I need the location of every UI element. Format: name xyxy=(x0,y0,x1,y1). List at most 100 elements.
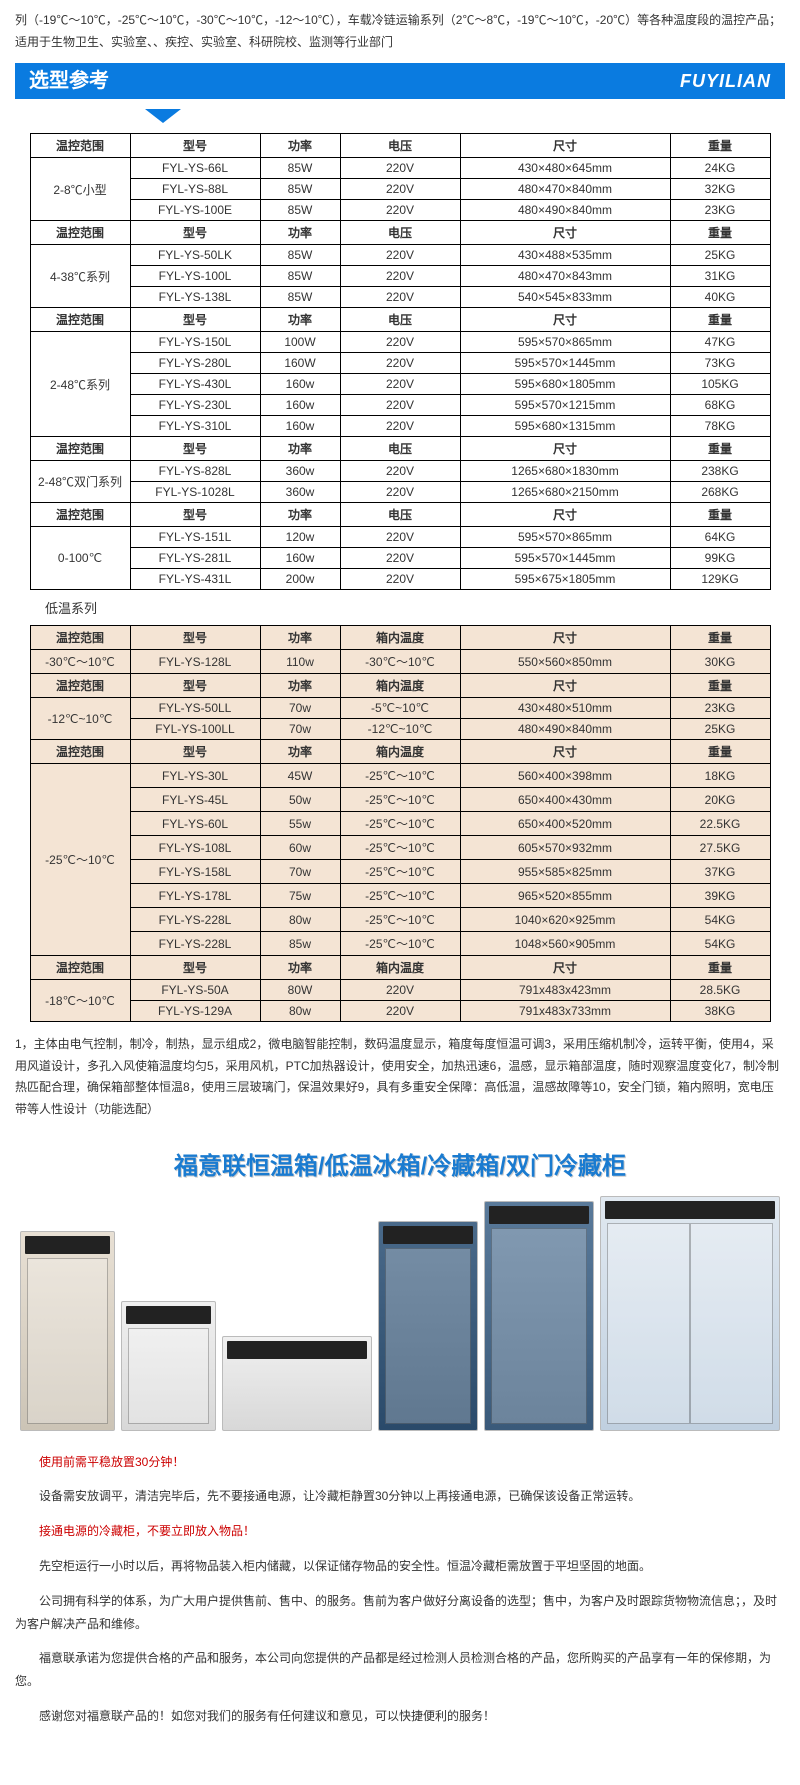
group-label: -18℃～10℃ xyxy=(30,980,130,1022)
table-header: 尺寸 xyxy=(460,437,670,461)
table-cell: 38KG xyxy=(670,1001,770,1022)
table-cell: 60w xyxy=(260,836,340,860)
table-cell: FYL-YS-129A xyxy=(130,1001,260,1022)
table-row: FYL-YS-228L85w-25℃～10℃1048×560×905mm54KG xyxy=(30,932,770,956)
table-header: 温控范围 xyxy=(30,740,130,764)
table-cell: FYL-YS-50A xyxy=(130,980,260,1001)
table-cell: 1265×680×1830mm xyxy=(460,461,670,482)
table-cell: 85W xyxy=(260,287,340,308)
table-cell: FYL-YS-100E xyxy=(130,200,260,221)
table-cell: 30KG xyxy=(670,650,770,674)
table-cell: 160w xyxy=(260,548,340,569)
table-cell: 595×675×1805mm xyxy=(460,569,670,590)
low-temp-title: 低温系列 xyxy=(45,598,785,617)
table-cell: 220V xyxy=(340,461,460,482)
section-banner: 选型参考 FUYILIAN xyxy=(15,63,785,113)
table-cell: 220V xyxy=(340,245,460,266)
table-cell: 100W xyxy=(260,332,340,353)
table-cell: 595×570×1445mm xyxy=(460,548,670,569)
table-cell: 37KG xyxy=(670,860,770,884)
table-row: FYL-YS-281L160w220V595×570×1445mm99KG xyxy=(30,548,770,569)
table-row: FYL-YS-60L55w-25℃～10℃650×400×520mm22.5KG xyxy=(30,812,770,836)
table-cell: FYL-YS-50LK xyxy=(130,245,260,266)
banner-title: 选型参考 xyxy=(29,63,109,99)
table-cell: 550×560×850mm xyxy=(460,650,670,674)
table-cell: 1040×620×925mm xyxy=(460,908,670,932)
table-cell: 220V xyxy=(340,179,460,200)
table-cell: 220V xyxy=(340,353,460,374)
product-series-title: 福意联恒温箱/低温冰箱/冷藏箱/双门冷藏柜 xyxy=(15,1146,785,1181)
table-cell: 160w xyxy=(260,395,340,416)
group-label: -25℃～10℃ xyxy=(30,764,130,956)
table-cell: 32KG xyxy=(670,179,770,200)
table-cell: 27.5KG xyxy=(670,836,770,860)
table-cell: 220V xyxy=(340,980,460,1001)
table-header: 电压 xyxy=(340,503,460,527)
table-cell: 28.5KG xyxy=(670,980,770,1001)
table-cell: 1265×680×2150mm xyxy=(460,482,670,503)
table-row: -18℃～10℃FYL-YS-50A80W220V791x483x423mm28… xyxy=(30,980,770,1001)
table-cell: 23KG xyxy=(670,698,770,719)
table-cell: 430×480×510mm xyxy=(460,698,670,719)
table-row: FYL-YS-228L80w-25℃～10℃1040×620×925mm54KG xyxy=(30,908,770,932)
table-header: 箱内温度 xyxy=(340,740,460,764)
table-header: 箱内温度 xyxy=(340,626,460,650)
product-image-5 xyxy=(484,1201,594,1431)
table-header: 温控范围 xyxy=(30,134,130,158)
table-cell: FYL-YS-151L xyxy=(130,527,260,548)
table-cell: 791x483x423mm xyxy=(460,980,670,1001)
table-cell: FYL-YS-1028L xyxy=(130,482,260,503)
table-cell: 220V xyxy=(340,527,460,548)
table-cell: 70w xyxy=(260,719,340,740)
table-header: 功率 xyxy=(260,740,340,764)
table-cell: 595×680×1315mm xyxy=(460,416,670,437)
table-cell: FYL-YS-108L xyxy=(130,836,260,860)
table-cell: 360w xyxy=(260,461,340,482)
table-row: 2-8℃小型FYL-YS-66L85W220V430×480×645mm24KG xyxy=(30,158,770,179)
table-header: 型号 xyxy=(130,503,260,527)
table-row: FYL-YS-178L75w-25℃～10℃965×520×855mm39KG xyxy=(30,884,770,908)
table-cell: 1048×560×905mm xyxy=(460,932,670,956)
usage-paragraph: 设备需安放调平，清洁完毕后，先不要接通电源，让冷藏柜静置30分钟以上再接通电源，… xyxy=(15,1485,785,1508)
table-header: 箱内温度 xyxy=(340,674,460,698)
table-cell: 85W xyxy=(260,266,340,287)
table-row: FYL-YS-88L85W220V480×470×840mm32KG xyxy=(30,179,770,200)
table-header: 尺寸 xyxy=(460,221,670,245)
table-header: 重量 xyxy=(670,308,770,332)
table-cell: FYL-YS-50LL xyxy=(130,698,260,719)
group-label: 2-8℃小型 xyxy=(30,158,130,221)
spec-table-2: 温控范围型号功率箱内温度尺寸重量-30℃～10℃FYL-YS-128L110w-… xyxy=(30,625,771,1022)
table-header: 重量 xyxy=(670,134,770,158)
table-cell: 220V xyxy=(340,569,460,590)
table-cell: 25KG xyxy=(670,245,770,266)
table-header: 尺寸 xyxy=(460,956,670,980)
table-header: 重量 xyxy=(670,221,770,245)
table-header: 温控范围 xyxy=(30,956,130,980)
table-header: 尺寸 xyxy=(460,626,670,650)
group-label: -30℃～10℃ xyxy=(30,650,130,674)
table-cell: 40KG xyxy=(670,287,770,308)
table-cell: 85W xyxy=(260,179,340,200)
table-cell: 24KG xyxy=(670,158,770,179)
usage-paragraph: 感谢您对福意联产品的！如您对我们的服务有任何建议和意见，可以快捷便利的服务！ xyxy=(15,1705,785,1728)
table-row: FYL-YS-100E85W220V480×490×840mm23KG xyxy=(30,200,770,221)
table-header: 温控范围 xyxy=(30,437,130,461)
table-header: 重量 xyxy=(670,437,770,461)
table-row: 2-48℃系列FYL-YS-150L100W220V595×570×865mm4… xyxy=(30,332,770,353)
table-cell: 129KG xyxy=(670,569,770,590)
table-header: 型号 xyxy=(130,437,260,461)
table-cell: FYL-YS-158L xyxy=(130,860,260,884)
table-cell: 220V xyxy=(340,1001,460,1022)
table-cell: FYL-YS-230L xyxy=(130,395,260,416)
table-cell: 99KG xyxy=(670,548,770,569)
table-cell: FYL-YS-280L xyxy=(130,353,260,374)
table-cell: FYL-YS-430L xyxy=(130,374,260,395)
table-header: 温控范围 xyxy=(30,221,130,245)
usage-paragraph: 先空柜运行一小时以后，再将物品装入柜内储藏，以保证储存物品的安全性。恒温冷藏柜需… xyxy=(15,1555,785,1578)
table-cell: -25℃～10℃ xyxy=(340,812,460,836)
table-cell: 50w xyxy=(260,788,340,812)
table-cell: 220V xyxy=(340,395,460,416)
table-header: 温控范围 xyxy=(30,674,130,698)
table-cell: FYL-YS-138L xyxy=(130,287,260,308)
table-row: -30℃～10℃FYL-YS-128L110w-30℃～10℃550×560×8… xyxy=(30,650,770,674)
